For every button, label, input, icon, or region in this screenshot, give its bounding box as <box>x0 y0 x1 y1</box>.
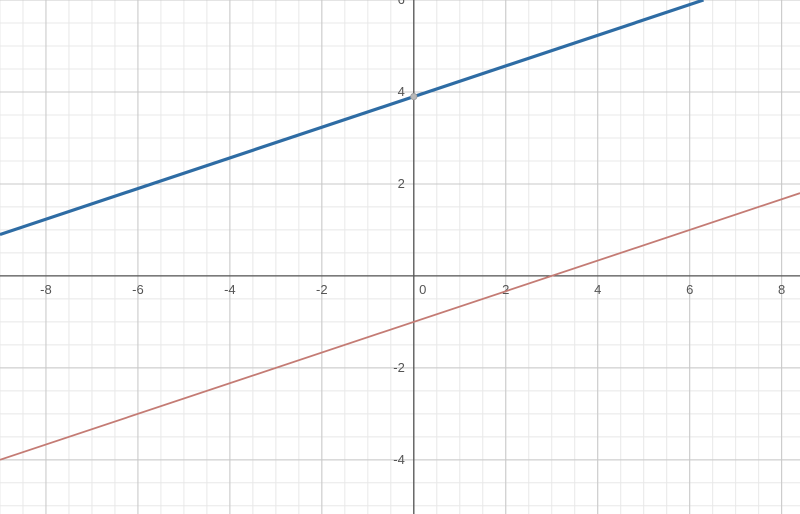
y-tick-label: 6 <box>398 0 405 7</box>
x-tick-label: -4 <box>224 282 236 297</box>
x-tick-label: -8 <box>40 282 52 297</box>
coordinate-chart: -8 -6 -4 -2 0 2 4 6 8 -4 -2 2 4 6 <box>0 0 800 514</box>
x-tick-label: -6 <box>132 282 144 297</box>
x-tick-label: 4 <box>594 282 601 297</box>
x-tick-label: 8 <box>778 282 785 297</box>
chart-canvas: -8 -6 -4 -2 0 2 4 6 8 -4 -2 2 4 6 <box>0 0 800 514</box>
intercept-marker <box>411 93 417 99</box>
x-tick-label: 0 <box>419 282 426 297</box>
y-tick-label: 4 <box>398 84 405 99</box>
y-tick-label: -2 <box>393 360 405 375</box>
y-tick-label: 2 <box>398 176 405 191</box>
x-tick-label: 6 <box>686 282 693 297</box>
y-tick-label: -4 <box>393 452 405 467</box>
x-tick-label: 2 <box>502 282 509 297</box>
x-tick-label: -2 <box>316 282 328 297</box>
